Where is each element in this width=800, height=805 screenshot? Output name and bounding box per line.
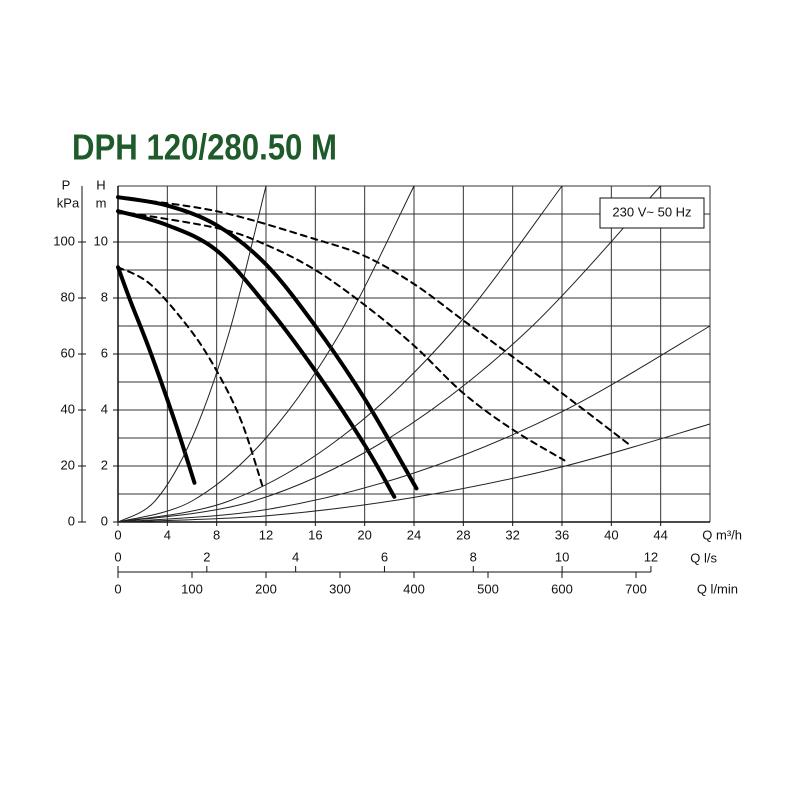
- curve-bold: [116, 265, 197, 485]
- curve-thin: [117, 185, 563, 523]
- x-axis-label: Q m³/h: [702, 527, 742, 542]
- x-tick-label: 16: [308, 527, 322, 542]
- y2-tick-label: 40: [61, 401, 75, 416]
- h-axis-label: H: [96, 177, 105, 192]
- curve-dashed: [117, 210, 566, 462]
- y2-tick-label: 80: [61, 289, 75, 304]
- x-tick-label: 32: [505, 527, 519, 542]
- p-axis-label: P: [62, 177, 71, 192]
- h-axis-unit: m: [96, 195, 107, 210]
- y2-tick-label: 60: [61, 345, 75, 360]
- curve-thin: [117, 185, 415, 523]
- curve-thin: [117, 185, 662, 523]
- curve-dashed: [117, 196, 631, 446]
- x-tick-label: 12: [259, 527, 273, 542]
- x3-tick-label: 400: [403, 581, 425, 596]
- y2-tick-label: 0: [68, 513, 75, 528]
- curve-thin: [117, 423, 711, 523]
- y2-tick-label: 20: [61, 457, 75, 472]
- y-tick-label: 2: [101, 457, 108, 472]
- x-tick-label: 4: [164, 527, 171, 542]
- chart-title: DPH 120/280.50 M: [72, 127, 337, 168]
- curve-thin: [117, 325, 711, 523]
- x3-tick-label: 600: [551, 581, 573, 596]
- x3-axis-label: Q l/min: [697, 581, 738, 596]
- x-tick-label: 36: [555, 527, 569, 542]
- x-tick-label: 20: [357, 527, 371, 542]
- curve-bold: [116, 209, 397, 499]
- x3-tick-label: 300: [329, 581, 351, 596]
- y2-tick-label: 100: [53, 233, 75, 248]
- x3-tick-label: 0: [114, 581, 121, 596]
- x2-tick-label: 0: [114, 549, 121, 564]
- x-tick-label: 44: [653, 527, 667, 542]
- x3-tick-label: 100: [181, 581, 203, 596]
- x3-tick-label: 700: [625, 581, 647, 596]
- y-tick-label: 4: [101, 401, 108, 416]
- x3-tick-label: 200: [255, 581, 277, 596]
- curve-dashed: [117, 266, 264, 487]
- x-tick-label: 0: [114, 527, 121, 542]
- x2-tick-label: 2: [203, 549, 210, 564]
- y-tick-label: 10: [94, 233, 108, 248]
- curve-thin: [117, 185, 267, 523]
- annotation-box: [599, 197, 705, 229]
- x2-tick-label: 8: [470, 549, 477, 564]
- y-tick-label: 0: [101, 513, 108, 528]
- x2-tick-label: 10: [555, 549, 569, 564]
- curve-bold: [116, 195, 419, 491]
- annotation: 230 V~ 50 Hz: [612, 204, 691, 219]
- x-tick-label: 28: [456, 527, 470, 542]
- x3-tick-label: 500: [477, 581, 499, 596]
- y-tick-label: 8: [101, 289, 108, 304]
- x2-axis-label: Q l/s: [690, 550, 717, 565]
- p-axis-unit: kPa: [57, 195, 80, 210]
- x-tick-label: 24: [407, 527, 421, 542]
- x2-tick-label: 4: [292, 549, 299, 564]
- y-tick-label: 6: [101, 345, 108, 360]
- x-tick-label: 8: [213, 527, 220, 542]
- x2-tick-label: 6: [381, 549, 388, 564]
- x2-tick-label: 12: [644, 549, 658, 564]
- x-tick-label: 40: [604, 527, 618, 542]
